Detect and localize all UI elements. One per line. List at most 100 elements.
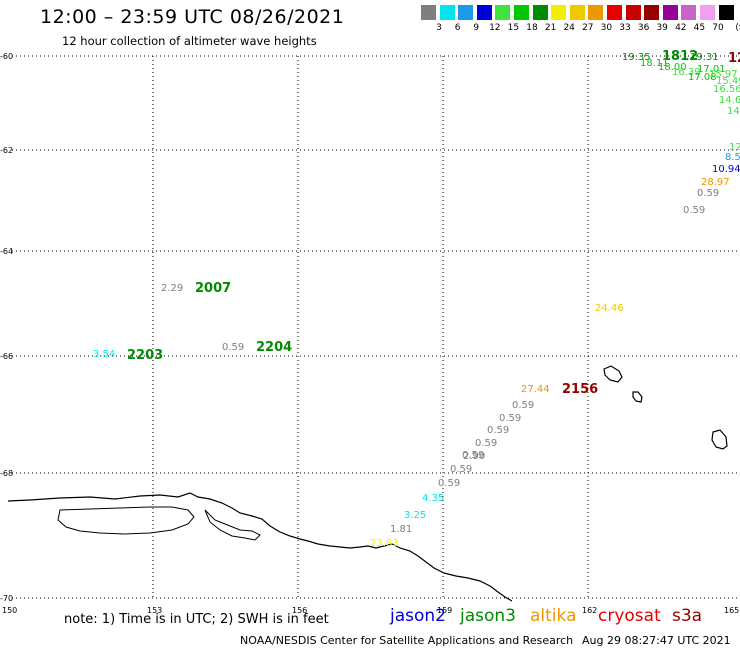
scale-swatch [551,5,567,20]
map-grid [12,55,738,599]
observation-hour-label: 1812 [662,49,698,64]
antarctic-coastline [7,492,513,602]
coastline-inlet [57,506,195,535]
island-2 [632,391,643,403]
lon-tick-label: 159 [437,606,452,615]
generated-timestamp: Aug 29 08:27:47 UTC 2021 [582,634,731,647]
wave-height-label: 3.25 [404,510,426,521]
scale-swatch [439,5,455,20]
wave-height-label: 15.97 [709,69,738,80]
mission-jason2: jason2 [390,606,446,626]
wave-height-label: 2.29 [161,283,183,294]
scale-swatch [514,5,529,20]
scale-label: 18 [526,23,538,33]
scale-label: 3 [436,23,442,33]
scale-swatch [625,5,641,20]
wave-height-label: 4.35 [422,493,444,504]
scale-swatch [588,5,604,20]
map-tick-labels: 150 153 156 159 162 165 -60 -62 -64 -66 -68 -70 [0,52,739,615]
scale-swatch [644,5,660,20]
wave-height-label: 17.08 [688,72,717,83]
credit-text: NOAA/NESDIS Center for Satellite Applica… [240,634,574,647]
scale-label: 70 [712,23,724,33]
wave-height-label: 19.35 [622,52,651,63]
map-title: 12:00 – 23:59 UTC 08/26/2021 [40,6,345,28]
scale-swatch [532,5,548,20]
scale-label: 12 [489,23,501,33]
scale-swatch [662,5,678,20]
wave-height-label: 0.59 [462,450,484,461]
wave-height-label: 27.44 [521,384,550,395]
scale-label: 24 [563,23,575,33]
wave-height-label: 0.59 [222,342,244,353]
scale-unit: (ft) [735,23,740,33]
lon-tick-label: 150 [2,606,17,615]
wave-height-label: 12 [729,142,740,153]
wave-height-label: 0.59 [499,413,521,424]
wave-height-label: 16.39 [672,67,701,78]
wave-height-label: 23.83 [370,538,399,549]
observation-hour-label: 2007 [195,281,231,296]
wave-height-label: 3.54 [93,349,115,360]
scale-label: 6 [454,23,461,33]
wave-height-label: 14.6 [719,95,740,106]
wave-height-label: 0.59 [450,464,472,475]
wave-height-label: 0.59 [683,205,705,216]
wave-height-label: 10.94 [712,164,740,175]
wave-height-label: 28.97 [701,177,730,188]
island-1 [603,365,623,383]
scale-label: 45 [693,23,706,33]
wave-height-label: 0.59 [438,478,460,489]
scale-label: 39 [656,23,668,33]
lat-tick-label: -68 [0,469,13,478]
lat-tick-label: -66 [0,352,13,361]
footer-note: note: 1) Time is in UTC; 2) SWH is in fe… [64,612,329,627]
scale-label: 21 [544,23,557,33]
lon-tick-label: 153 [147,606,162,615]
scale-swatch [700,5,715,20]
scale-label: 42 [675,23,687,33]
wave-height-label: 17.01 [697,64,726,75]
observation-hour-label: 2204 [256,340,292,355]
wave-height-label: 18.00 [658,62,687,73]
wave-height-label: 15.49 [716,76,740,87]
scale-label: 30 [600,23,613,33]
scale-swatch [569,5,585,20]
scale-label: 36 [637,23,650,33]
wave-height-label: 2.90 [463,451,485,462]
wave-height-label: 0.59 [487,425,509,436]
mission-jason3: jason3 [460,606,516,626]
mission-s3a: s3a [672,606,703,626]
scale-swatch [421,5,436,20]
scale-label: 9 [473,23,480,33]
scale-swatch [476,5,492,20]
coastline-inlet-2 [204,509,261,541]
observation-hour-label: 2156 [562,382,598,397]
wave-height-label: 0.59 [512,400,534,411]
lat-tick-label: -70 [0,594,13,603]
scale-swatch [607,5,622,20]
wave-height-label: 8.5 [725,152,740,163]
lat-tick-label: -60 [0,52,13,61]
lat-tick-label: -62 [0,146,13,155]
observation-hour-label: 2203 [127,348,163,363]
scale-swatch [458,5,474,20]
lon-tick-label: 162 [582,606,597,615]
wave-height-label: 0.59 [475,438,497,449]
wave-height-label: 18.11 [640,58,669,69]
wave-height-label: 14 [727,106,740,117]
wave-height-label: 16.56 [713,84,740,95]
scale-swatch [718,5,734,20]
observation-hour-label: 12 [728,51,740,66]
lon-tick-label: 165 [724,606,739,615]
scale-swatch [681,5,697,20]
scale-label: 33 [619,23,631,33]
island-3 [711,429,728,450]
wave-height-label: 1.81 [390,524,412,535]
scale-label: 27 [582,23,594,33]
map-subtitle: 12 hour collection of altimeter wave hei… [62,34,317,48]
wave-height-label: 24.46 [595,303,624,314]
scale-swatch [495,5,511,20]
